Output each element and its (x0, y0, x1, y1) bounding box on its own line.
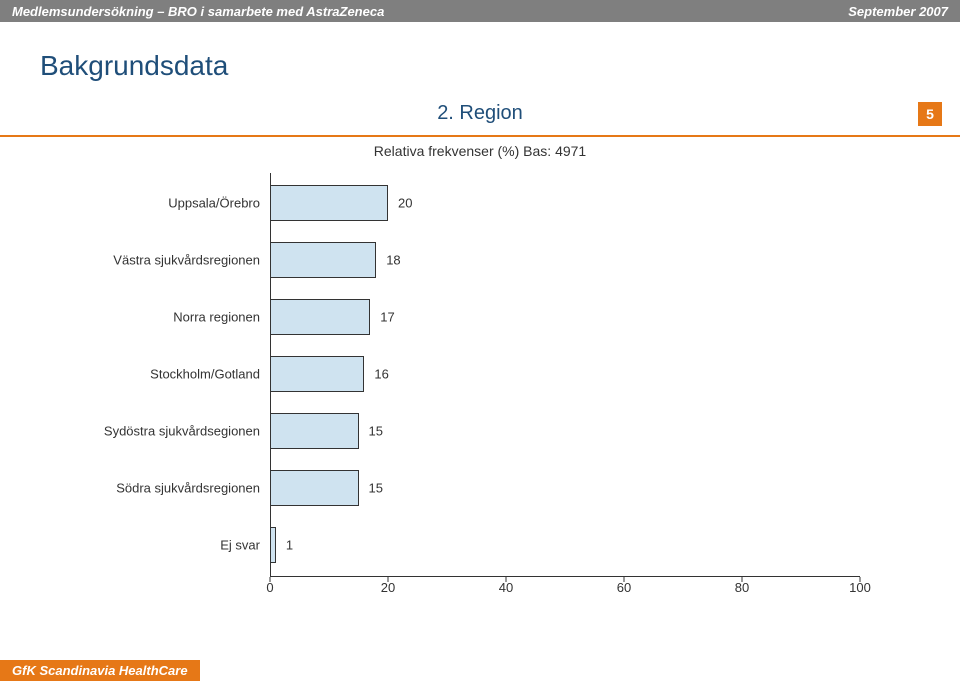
bar-fill (270, 299, 370, 335)
bar-value-label: 17 (380, 310, 394, 325)
bar-fill (270, 527, 276, 563)
x-tick-label: 60 (617, 580, 631, 595)
x-axis-line (270, 576, 860, 577)
chart-title: 2. Region (0, 102, 960, 125)
x-tick-label: 20 (381, 580, 395, 595)
x-tick-label: 100 (849, 580, 871, 595)
bar-value-label: 20 (398, 196, 412, 211)
section-title: Bakgrundsdata (40, 50, 960, 82)
bar-category-label: Västra sjukvårdsregionen (40, 253, 260, 268)
bar-fill (270, 470, 359, 506)
x-tick-label: 0 (266, 580, 273, 595)
bar-fill (270, 242, 376, 278)
x-tick-label: 40 (499, 580, 513, 595)
chart-subtitle: Relativa frekvenser (%) Bas: 4971 (0, 143, 960, 159)
footer-bar: GfK Scandinavia HealthCare (0, 660, 200, 681)
bar-value-label: 18 (386, 253, 400, 268)
header-left-text: Medlemsundersökning – BRO i samarbete me… (12, 4, 384, 19)
header-bar: Medlemsundersökning – BRO i samarbete me… (0, 0, 960, 22)
bar-category-label: Ej svar (40, 538, 260, 553)
bar-value-label: 16 (374, 367, 388, 382)
page-number-badge: 5 (918, 102, 942, 126)
bar-value-label: 15 (369, 481, 383, 496)
bar-category-label: Uppsala/Örebro (40, 196, 260, 211)
bar-category-label: Sydöstra sjukvårdsegionen (40, 424, 260, 439)
bar-value-label: 15 (369, 424, 383, 439)
chart-plot: 02040608010020Uppsala/Örebro18Västra sju… (270, 177, 860, 577)
bar-category-label: Stockholm/Gotland (40, 367, 260, 382)
bar-category-label: Södra sjukvårdsregionen (40, 481, 260, 496)
chart-area: 02040608010020Uppsala/Örebro18Västra sju… (60, 177, 900, 617)
bar-value-label: 1 (286, 538, 293, 553)
divider-line (0, 135, 960, 137)
bar-category-label: Norra regionen (40, 310, 260, 325)
bar-fill (270, 413, 359, 449)
header-right-text: September 2007 (848, 4, 948, 19)
bar-fill (270, 356, 364, 392)
bar-fill (270, 185, 388, 221)
x-tick-label: 80 (735, 580, 749, 595)
chart-title-wrap: 2. Region 5 (0, 102, 960, 125)
